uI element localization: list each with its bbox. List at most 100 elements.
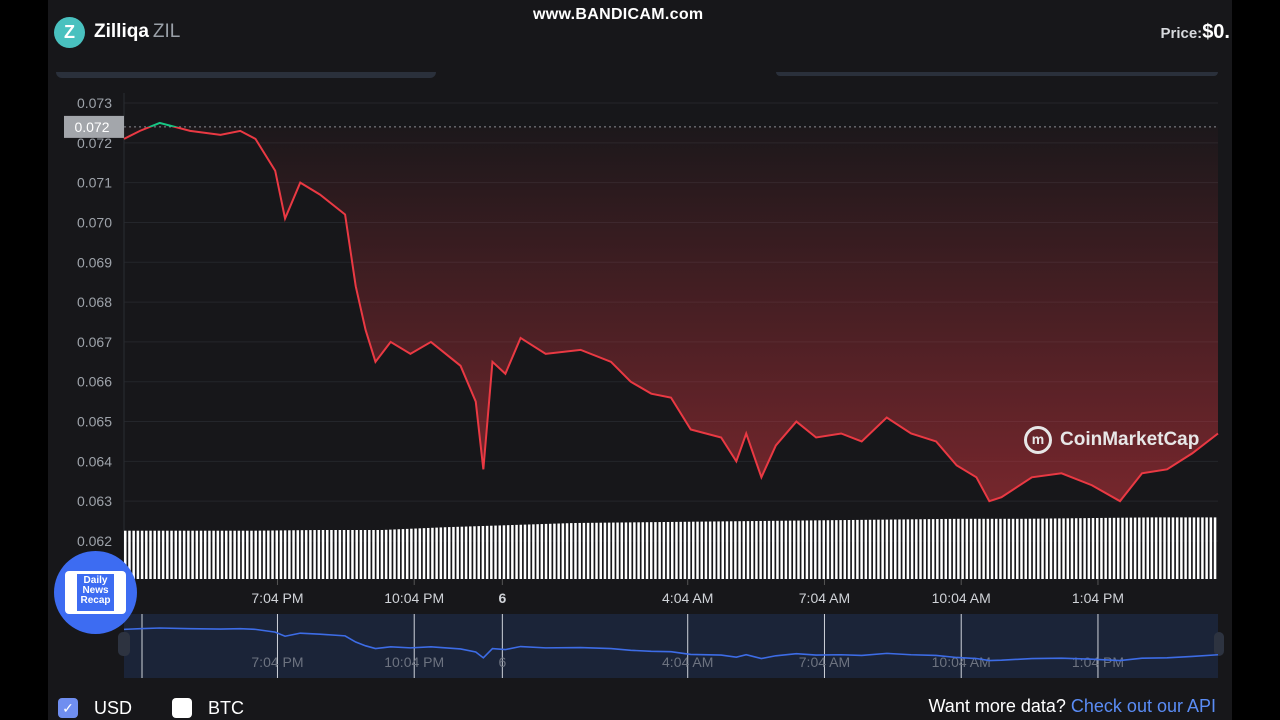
tab-bar-right[interactable] [776, 72, 1218, 76]
volume-bar [439, 527, 443, 579]
volume-bar [523, 524, 527, 579]
volume-bar [536, 524, 539, 579]
x-tick-label: 4:04 AM [662, 590, 713, 606]
volume-bar [805, 520, 809, 579]
volume-bar [452, 526, 455, 579]
y-tick-label: 0.072 [77, 135, 112, 151]
volume-bar [317, 530, 321, 579]
volume-bar [300, 530, 304, 579]
navigator-handle-right[interactable] [1214, 632, 1224, 656]
volume-bar [906, 519, 910, 579]
volume-bar [254, 530, 257, 579]
volume-bar [372, 530, 375, 579]
volume-bar [469, 526, 472, 579]
volume-bar [187, 530, 190, 579]
app: Z Zilliqa ZIL www.BANDICAM.com Price:$0. … [48, 0, 1232, 720]
btc-checkbox[interactable] [172, 698, 192, 718]
volume-bar [233, 530, 236, 579]
x-tick-label: 7:04 AM [799, 590, 850, 606]
zilliqa-logo-icon: Z [54, 17, 85, 48]
price-line-down [123, 126, 1219, 503]
volume-bar [195, 530, 199, 579]
volume-bar [713, 521, 716, 579]
volume-bar [826, 520, 830, 579]
volume-bar [1020, 518, 1023, 579]
volume-bar [262, 530, 266, 579]
volume-bar [1175, 517, 1179, 579]
y-tick-label: 0.062 [77, 533, 112, 549]
volume-bar [649, 522, 653, 579]
volume-bar [279, 530, 283, 579]
volume-bar [1159, 517, 1162, 579]
badge-text-1: Daily [83, 575, 108, 586]
coin-symbol: ZIL [152, 21, 181, 42]
navigator-tick-label: 4:04 AM [662, 654, 713, 670]
volume-bar [267, 530, 270, 579]
volume-bar [1024, 518, 1027, 579]
volume-bar [1196, 517, 1200, 579]
volume-bar [435, 527, 438, 579]
usd-checkbox[interactable]: ✓ [58, 698, 78, 718]
film-icon: Daily News Recap [65, 571, 126, 614]
volume-bar [978, 518, 981, 579]
volume-bar [1188, 517, 1192, 579]
coinmarketcap-watermark: m CoinMarketCap [1024, 426, 1199, 454]
volume-bar [334, 530, 337, 579]
volume-bar [1150, 517, 1154, 579]
price-chart[interactable]: 0.073 0.072 0.071 0.070 0.069 0.068 0.067 0.066… [48, 0, 1232, 690]
volume-bar [1209, 517, 1213, 579]
volume-bar [1108, 517, 1112, 579]
volume-bar [763, 520, 767, 579]
volume-bar [410, 528, 413, 579]
volume-bar [498, 525, 502, 579]
reference-price-box [64, 115, 124, 138]
volume-bar [506, 525, 510, 579]
volume-bar [767, 520, 771, 579]
volume-bar [784, 520, 788, 579]
volume-bar [919, 519, 922, 579]
volume-bar [797, 520, 800, 579]
coin-name: Zilliqa [94, 21, 149, 42]
volume-bar [666, 521, 670, 579]
volume-bar [788, 520, 792, 579]
header: Z Zilliqa ZIL www.BANDICAM.com Price:$0. [48, 0, 1232, 66]
volume-bar [780, 520, 783, 579]
api-link[interactable]: Check out our API [1070, 696, 1216, 716]
volume-bar [1180, 517, 1183, 579]
volume-bar [380, 529, 384, 579]
navigator-tick-label: 10:04 PM [384, 654, 444, 670]
volume-bar [199, 530, 203, 579]
volume-bar [847, 519, 851, 579]
volume-bar [1163, 517, 1166, 579]
volume-bar [502, 525, 506, 579]
navigator-handle-left[interactable] [118, 632, 130, 656]
volume-bar [894, 519, 897, 579]
volume-bar [532, 524, 535, 579]
volume-bar [161, 530, 165, 579]
volume-bar [881, 519, 884, 579]
volume-bar [359, 530, 363, 579]
daily-news-recap-badge: Daily News Recap [54, 551, 137, 634]
volume-bar [212, 530, 215, 579]
volume-bar [544, 523, 548, 579]
volume-bar [1028, 518, 1032, 579]
volume-bar [283, 530, 287, 579]
volume-bar [405, 528, 409, 579]
volume-bar [839, 520, 842, 579]
volume-bar [1041, 518, 1044, 579]
volume-bar [330, 530, 333, 579]
volume-bar [519, 524, 523, 579]
volume-bar [675, 521, 678, 579]
volume-bar [885, 519, 889, 579]
badge-text-2: News [82, 585, 109, 596]
volume-bar [952, 518, 956, 579]
badge-text-3: Recap [80, 595, 111, 606]
volume-bar [288, 530, 291, 579]
volume-bar [1184, 517, 1187, 579]
tab-bar-left[interactable] [56, 72, 436, 78]
y-tick-label: 0.064 [77, 453, 112, 469]
volume-bar [1125, 517, 1128, 579]
volume-bar [940, 518, 943, 579]
x-tick-label: 6 [498, 590, 506, 606]
volume-bar [124, 530, 127, 579]
